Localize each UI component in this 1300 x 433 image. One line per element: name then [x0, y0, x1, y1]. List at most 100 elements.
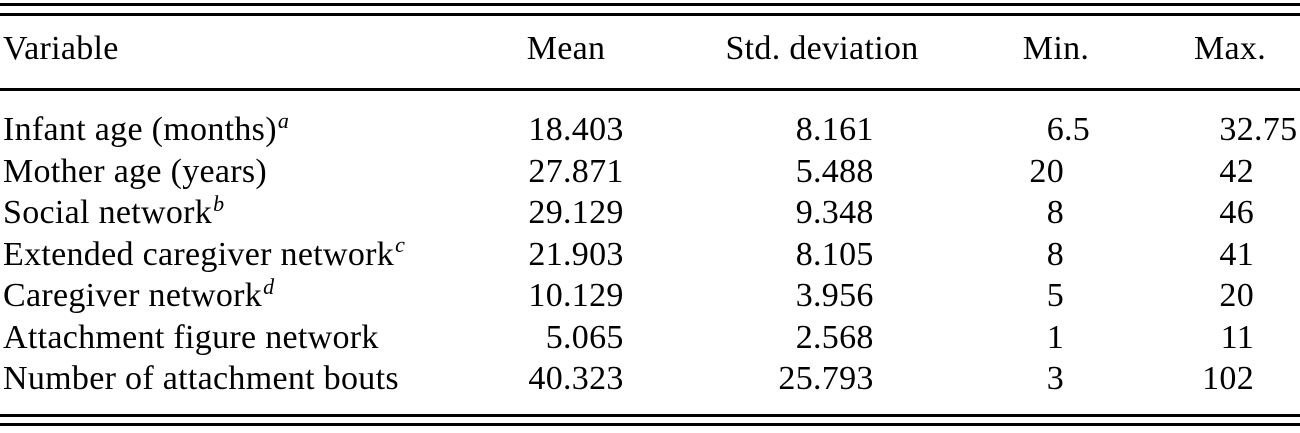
int-part: 102	[1202, 360, 1254, 397]
int-part: 21	[528, 235, 563, 273]
int-part: 18	[528, 111, 563, 148]
int-part: 9	[795, 194, 813, 231]
int-part: 6	[1046, 111, 1064, 148]
int-part: 8	[795, 111, 813, 148]
variable-label: Extended caregiver network	[3, 235, 395, 273]
footnote-marker: c	[395, 232, 406, 258]
cell-max: 42	[1090, 151, 1297, 193]
int-part: 2	[795, 318, 813, 356]
cell-std-deviation: 3.956	[623, 275, 874, 317]
frac-part: .161	[813, 111, 874, 148]
int-part: 41	[1219, 235, 1254, 273]
frac-part: .568	[813, 318, 874, 356]
int-part: 32	[1219, 111, 1254, 148]
cell-max: 102	[1090, 358, 1297, 400]
table-row: Number of attachment bouts 40.323 25.793 3 1…	[0, 358, 1297, 400]
frac-part: .488	[813, 152, 874, 190]
cell-mean: 10.129	[420, 275, 623, 317]
footnote-marker: a	[277, 107, 290, 133]
header-rule	[0, 88, 1300, 91]
table-row: Extended caregiver networkc 21.903 8.105 8 4…	[0, 234, 1297, 276]
table-rows: Infant age (months)a 18.403 8.161 6.5 32.75 M…	[0, 109, 1297, 400]
int-part: 46	[1219, 194, 1254, 231]
cell-variable: Attachment figure network	[0, 317, 420, 359]
variable-label: Attachment figure network	[3, 318, 379, 356]
int-part: 8	[1046, 194, 1064, 231]
cell-max: 32.75	[1090, 109, 1297, 151]
frac-part: .871	[563, 152, 624, 190]
column-header-std-deviation: Std. deviation	[725, 30, 919, 67]
table-row: Caregiver networkd 10.129 3.956 5 20	[0, 275, 1297, 317]
cell-variable: Mother age (years)	[0, 151, 420, 193]
table-row: Infant age (months)a 18.403 8.161 6.5 32.75	[0, 109, 1297, 151]
cell-min: 5	[873, 275, 1090, 317]
frac-part: .129	[563, 277, 624, 314]
int-part: 8	[795, 235, 813, 273]
variable-label: Caregiver network	[3, 277, 263, 314]
cell-max: 46	[1090, 192, 1297, 234]
int-part: 11	[1220, 318, 1254, 356]
int-part: 5	[795, 152, 813, 190]
cell-mean: 18.403	[420, 109, 623, 151]
column-header-mean: Mean	[526, 30, 606, 67]
frac-part: .105	[813, 235, 874, 273]
cell-min: 6.5	[873, 109, 1090, 151]
cell-mean: 27.871	[420, 151, 623, 193]
cell-min: 8	[873, 234, 1090, 276]
variable-label: Mother age (years)	[3, 152, 268, 190]
cell-std-deviation: 5.488	[623, 151, 874, 193]
int-part: 3	[795, 277, 813, 314]
int-part: 42	[1219, 152, 1254, 190]
frac-part: .903	[563, 235, 624, 273]
cell-mean: 29.129	[420, 192, 623, 234]
column-header-min: Min.	[1022, 30, 1090, 67]
int-part: 40	[528, 360, 563, 397]
int-part: 8	[1046, 235, 1064, 273]
variable-label: Social network	[3, 194, 213, 231]
variable-label: Number of attachment bouts	[3, 360, 399, 397]
cell-mean: 21.903	[420, 234, 623, 276]
cell-variable: Infant age (months)a	[0, 109, 420, 151]
cell-std-deviation: 2.568	[623, 317, 874, 359]
frac-part: .065	[563, 318, 624, 356]
cell-variable: Number of attachment bouts	[0, 358, 420, 400]
cell-variable: Social networkb	[0, 192, 420, 234]
variable-label: Infant age (months)	[3, 111, 277, 148]
cell-std-deviation: 8.105	[623, 234, 874, 276]
table-row: Attachment figure network 5.065 2.568 1 11	[0, 317, 1297, 359]
cell-min: 20	[873, 151, 1090, 193]
int-part: 20	[1029, 152, 1064, 190]
int-part: 5	[1046, 277, 1064, 314]
cell-min: 3	[873, 358, 1090, 400]
frac-part: .793	[813, 360, 874, 397]
int-part: 10	[528, 277, 563, 314]
int-part: 3	[1046, 360, 1064, 397]
frac-part: .348	[813, 194, 874, 231]
table-row: Mother age (years) 27.871 5.488 20 42	[0, 151, 1297, 193]
cell-max: 20	[1090, 275, 1297, 317]
int-part: 25	[778, 360, 813, 397]
frac-part: .129	[563, 194, 624, 231]
cell-max: 41	[1090, 234, 1297, 276]
int-part: 1	[1046, 318, 1064, 356]
frac-part: .75	[1254, 111, 1298, 148]
int-part: 27	[528, 152, 563, 190]
frac-part: .323	[563, 360, 624, 397]
table-row: Social networkb 29.129 9.348 8 46	[0, 192, 1297, 234]
cell-min: 8	[873, 192, 1090, 234]
cell-std-deviation: 8.161	[623, 109, 874, 151]
cell-variable: Extended caregiver networkc	[0, 234, 420, 276]
cell-min: 1	[873, 317, 1090, 359]
cell-max: 11	[1090, 317, 1297, 359]
bottom-double-rule	[0, 414, 1300, 426]
cell-std-deviation: 25.793	[623, 358, 873, 400]
column-header-variable: Variable	[3, 30, 119, 67]
cell-mean: 40.323	[420, 358, 623, 400]
footnote-marker: d	[263, 273, 275, 299]
column-header-max: Max.	[1193, 30, 1267, 67]
frac-part: .403	[563, 111, 624, 148]
frac-part: .5	[1064, 111, 1091, 148]
cell-mean: 5.065	[420, 317, 624, 359]
int-part: 5	[545, 318, 563, 356]
